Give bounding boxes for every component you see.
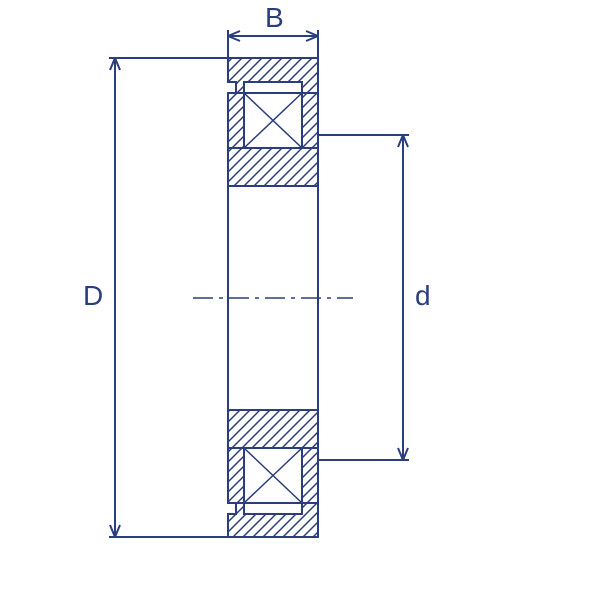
inner-diameter-label: d xyxy=(415,280,431,312)
width-label: B xyxy=(265,2,284,34)
outer-diameter-label: D xyxy=(83,280,103,312)
